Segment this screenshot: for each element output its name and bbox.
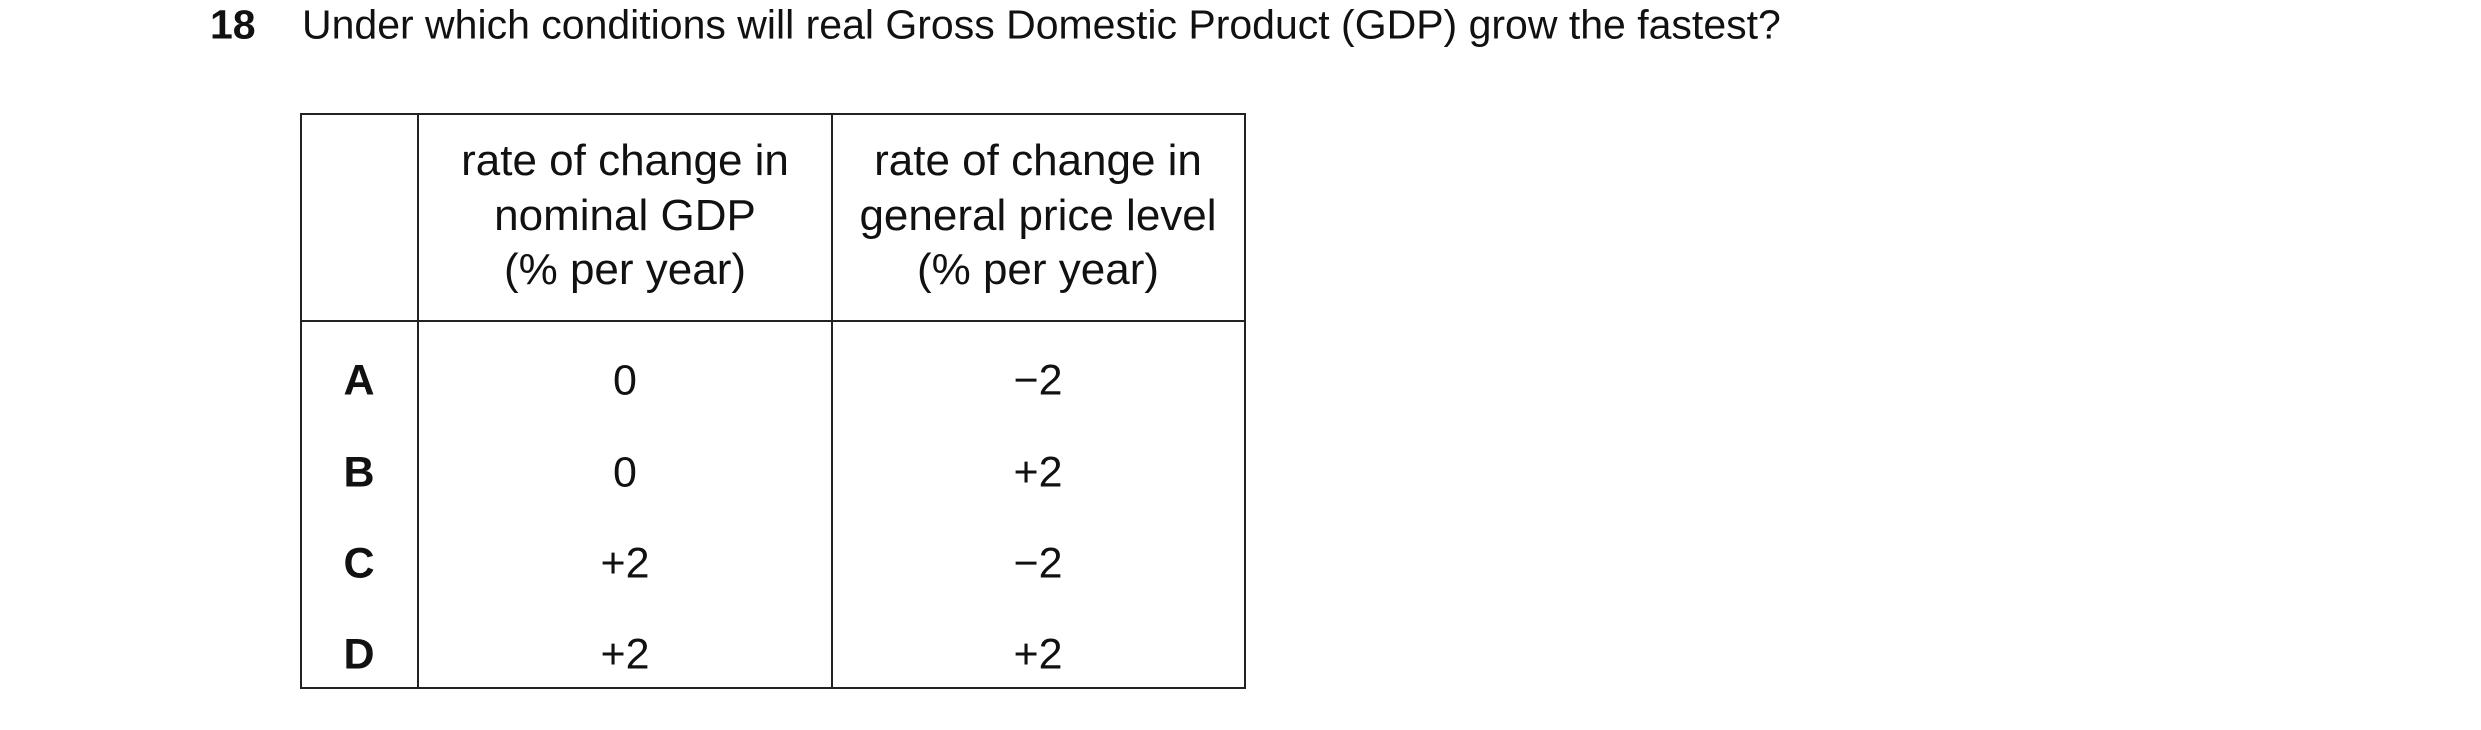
cell-value: −2	[1013, 356, 1063, 405]
row-label: D	[343, 630, 375, 679]
table-border	[831, 114, 833, 688]
cell-value: 0	[613, 448, 637, 497]
cell-value: +2	[600, 630, 650, 679]
column-header: nominal GDP	[494, 190, 756, 240]
cell-value: +2	[1013, 630, 1063, 679]
table-border	[300, 320, 1246, 322]
cell-value: +2	[600, 539, 650, 588]
cell-value: −2	[1013, 539, 1063, 588]
cell-value: +2	[1013, 448, 1063, 497]
cell-value: 0	[613, 356, 637, 405]
column-header: general price level	[859, 190, 1217, 240]
table-border	[1244, 114, 1246, 688]
table-border	[300, 114, 302, 688]
table-border	[300, 687, 1246, 689]
row-label: C	[343, 539, 375, 588]
question-number: 18	[210, 1, 256, 48]
table-border	[300, 113, 1246, 115]
question-text: Under which conditions will real Gross D…	[302, 1, 1781, 48]
row-label: A	[343, 356, 375, 405]
table-border	[417, 114, 419, 688]
column-header: (% per year)	[503, 245, 747, 294]
column-header: (% per year)	[916, 245, 1160, 294]
column-header: rate of change in	[461, 136, 789, 185]
column-header: rate of change in	[874, 136, 1202, 185]
row-label: B	[343, 448, 375, 497]
